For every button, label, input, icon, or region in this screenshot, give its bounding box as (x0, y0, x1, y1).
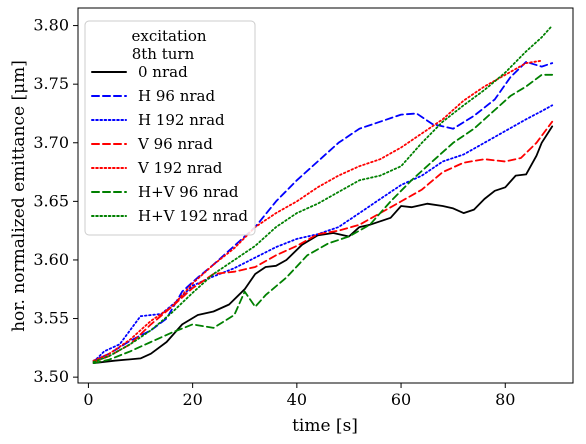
x-tick-label: 20 (182, 390, 202, 409)
x-tick-label: 0 (83, 390, 93, 409)
x-tick-label: 80 (495, 390, 515, 409)
series-line-3 (92, 120, 554, 363)
legend-entry: V 96 nrad (91, 135, 213, 153)
legend-label: H 96 nrad (138, 87, 215, 105)
series-line-6 (92, 24, 554, 363)
ticks-layer: 0 20 40 60 80 3.50 3.55 3.60 3.65 3.70 3.75 3.80 (33, 16, 515, 409)
y-tick-label: 3.80 (33, 16, 69, 35)
legend-label: V 96 nrad (137, 135, 213, 153)
y-tick-label: 3.65 (33, 191, 69, 210)
legend-label: H+V 192 nrad (138, 207, 248, 225)
legend-label: V 192 nrad (137, 159, 223, 177)
legend: excitation 8th turn 0 nrad H 96 nrad H 192… (84, 20, 256, 236)
legend-box (84, 20, 256, 236)
x-tick-label: 40 (287, 390, 307, 409)
x-axis-label: time [s] (292, 416, 358, 436)
legend-title-line1: excitation (131, 27, 206, 45)
legend-entry: V 192 nrad (91, 159, 223, 177)
legend-title-line2: 8th turn (132, 45, 195, 63)
y-axis-label: hor. normalized emittance [μm] (9, 60, 29, 332)
x-tick-label: 60 (391, 390, 411, 409)
legend-label: H+V 96 nrad (138, 183, 239, 201)
y-tick-label: 3.70 (33, 133, 69, 152)
y-tick-label: 3.75 (33, 74, 69, 93)
y-tick-label: 3.55 (33, 309, 69, 328)
y-tick-label: 3.60 (33, 250, 69, 269)
legend-entry: H+V 192 nrad (91, 207, 248, 225)
series-line-0 (92, 125, 554, 364)
legend-entry: H 192 nrad (91, 111, 225, 129)
series-line-5 (92, 73, 554, 364)
series-layer (92, 24, 554, 364)
legend-entry: 0 nrad (91, 63, 188, 81)
axes-frame (77, 7, 574, 384)
series-line-2 (92, 104, 554, 363)
legend-entry: H+V 96 nrad (91, 183, 239, 201)
series-line-4 (92, 59, 543, 362)
legend-label: H 192 nrad (138, 111, 225, 129)
legend-entry: H 96 nrad (91, 87, 215, 105)
legend-label: 0 nrad (138, 63, 188, 81)
y-tick-label: 3.50 (33, 367, 69, 386)
